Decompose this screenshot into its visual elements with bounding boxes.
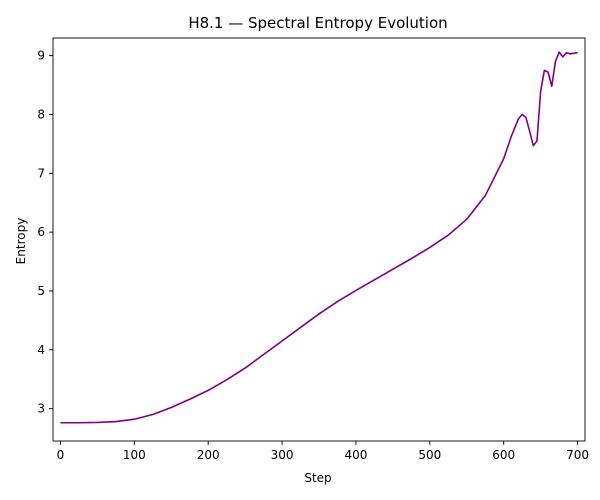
x-tick-label-500: 500 [418,448,441,462]
y-tick-label-5: 5 [37,284,45,298]
chart-title: H8.1 — Spectral Entropy Evolution [188,14,447,32]
axes-frame [52,37,586,442]
y-tick-label-9: 9 [37,49,45,63]
y-tick-label-7: 7 [37,166,45,180]
x-tick-label-600: 600 [492,448,515,462]
y-axis-label: Entropy [14,218,28,265]
plot-area: 0 100 200 300 400 500 600 700 3 4 5 6 7 8 9 [37,37,589,462]
x-tick-label-300: 300 [271,448,294,462]
y-tick-label-8: 8 [37,107,45,121]
x-tick-label-400: 400 [344,448,367,462]
x-tick-label-0: 0 [57,448,65,462]
y-tick-label-6: 6 [37,225,45,239]
y-tick-label-4: 4 [37,343,45,357]
y-tick-label-3: 3 [37,402,45,416]
x-tick-label-200: 200 [197,448,220,462]
x-axis-label: Step [304,471,331,485]
x-tick-label-700: 700 [566,448,589,462]
series-line-0 [60,51,578,424]
x-tick-label-100: 100 [123,448,146,462]
